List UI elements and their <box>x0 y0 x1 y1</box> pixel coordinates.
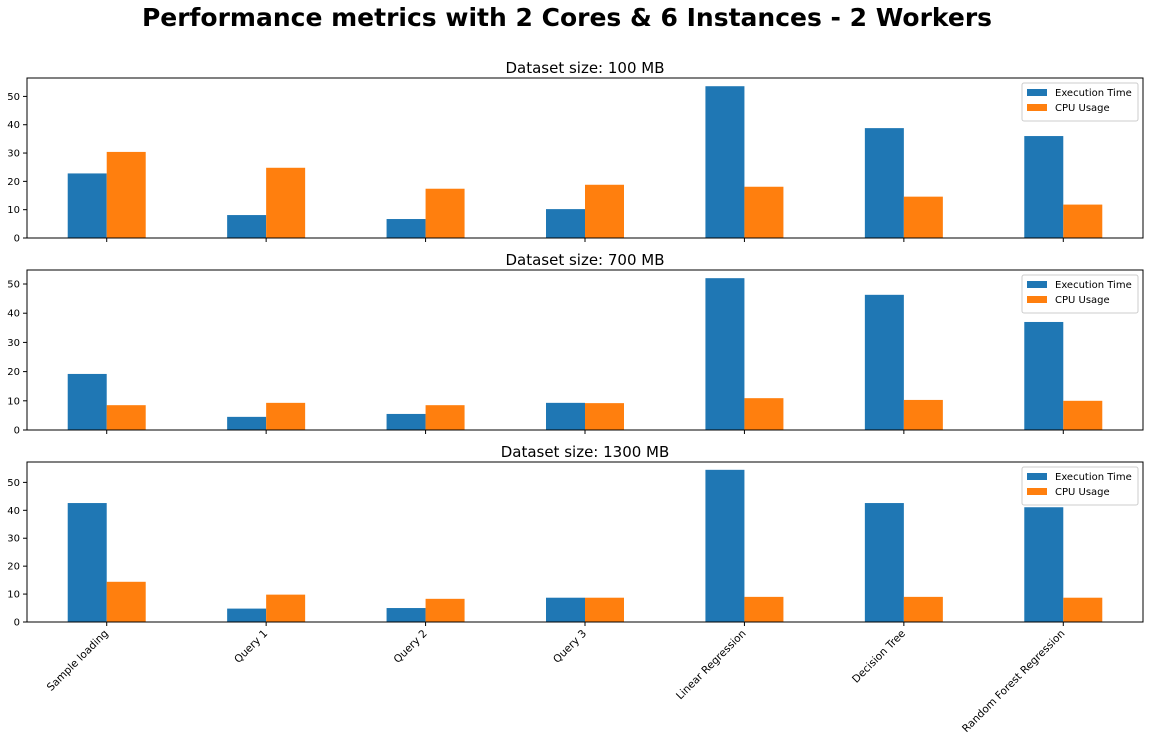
bar-cpu-usage <box>1063 400 1103 430</box>
y-tick-label: 20 <box>7 562 20 573</box>
bar-execution-time <box>546 209 585 238</box>
bar-execution-time <box>67 503 107 622</box>
bar-cpu-usage <box>903 399 943 430</box>
x-tick-label: Query 2 <box>392 628 430 666</box>
bar-execution-time <box>1024 321 1064 430</box>
chart-panel: Dataset size: 100 MB 0 10 20 30 40 50 Execution… <box>7 59 1144 245</box>
figure-title: Performance metrics with 2 Cores & 6 Ins… <box>142 3 992 32</box>
y-tick-label: 10 <box>7 396 20 407</box>
chart-panel: Dataset size: 1300 MB 0 10 20 30 40 50 Sample l… <box>7 443 1144 735</box>
y-tick-label: 40 <box>7 506 20 517</box>
bar-cpu-usage <box>106 405 146 430</box>
legend: Execution Time CPU Usage <box>1021 82 1139 122</box>
bar-execution-time <box>1024 136 1064 238</box>
y-tick-label: 30 <box>7 338 20 349</box>
bar-execution-time <box>864 503 904 622</box>
legend-box <box>1021 466 1139 506</box>
bar-cpu-usage <box>106 151 146 238</box>
y-tick-label: 30 <box>7 149 20 160</box>
y-tick-label: 50 <box>7 280 20 291</box>
y-tick-label: 20 <box>7 367 20 378</box>
y-tick-label: 50 <box>7 478 20 489</box>
y-tick-label: 40 <box>7 120 20 131</box>
legend-label: Execution Time <box>1055 280 1132 291</box>
bar-execution-time <box>227 215 267 238</box>
bar-execution-time <box>1024 507 1064 622</box>
panel-title: Dataset size: 1300 MB <box>501 443 670 461</box>
y-tick-label: 30 <box>7 534 20 545</box>
y-tick-label: 10 <box>7 205 20 216</box>
legend-swatch <box>1027 281 1047 288</box>
bar-cpu-usage <box>744 596 784 622</box>
bar-execution-time <box>67 373 107 430</box>
bar-cpu-usage <box>425 598 465 622</box>
bar-execution-time <box>864 128 904 238</box>
bar-execution-time <box>546 597 585 622</box>
y-tick-label: 0 <box>14 426 20 437</box>
y-tick-label: 50 <box>7 92 20 103</box>
legend: Execution Time CPU Usage <box>1021 466 1139 506</box>
x-tick-label: Decision Tree <box>850 628 908 686</box>
bar-execution-time <box>705 278 745 430</box>
legend-box <box>1021 274 1139 314</box>
bar-execution-time <box>705 86 745 238</box>
bar-cpu-usage <box>585 403 624 430</box>
bar-cpu-usage <box>903 196 943 238</box>
legend-swatch <box>1027 473 1047 480</box>
legend-box <box>1021 82 1139 122</box>
bar-cpu-usage <box>106 581 146 622</box>
legend-swatch <box>1027 296 1047 303</box>
bar-cpu-usage <box>1063 597 1103 622</box>
bar-cpu-usage <box>744 186 784 238</box>
panel-title: Dataset size: 700 MB <box>505 251 664 269</box>
x-tick-label: Linear Regression <box>674 628 749 703</box>
legend: Execution Time CPU Usage <box>1021 274 1139 314</box>
legend-label: CPU Usage <box>1055 295 1110 306</box>
bar-cpu-usage <box>266 594 306 622</box>
bar-execution-time <box>386 219 426 238</box>
bar-cpu-usage <box>266 402 306 430</box>
y-tick-label: 40 <box>7 309 20 320</box>
bar-cpu-usage <box>903 596 943 622</box>
panel-title: Dataset size: 100 MB <box>505 59 664 77</box>
bar-execution-time <box>386 413 426 430</box>
y-tick-label: 20 <box>7 177 20 188</box>
bar-cpu-usage <box>425 188 465 238</box>
x-tick-label: Random Forest Regression <box>960 628 1067 735</box>
bar-cpu-usage <box>585 597 624 622</box>
bar-execution-time <box>864 294 904 430</box>
bar-execution-time <box>546 402 585 430</box>
legend-label: Execution Time <box>1055 472 1132 483</box>
bar-execution-time <box>705 469 745 622</box>
legend-label: Execution Time <box>1055 88 1132 99</box>
bar-cpu-usage <box>585 184 624 238</box>
chart-panel: Dataset size: 700 MB 0 10 20 30 40 50 Execution… <box>7 251 1144 437</box>
bar-cpu-usage <box>425 405 465 430</box>
legend-swatch <box>1027 104 1047 111</box>
x-tick-label: Query 3 <box>551 628 589 666</box>
legend-swatch <box>1027 488 1047 495</box>
bar-execution-time <box>67 173 107 238</box>
bar-cpu-usage <box>744 398 784 430</box>
legend-swatch <box>1027 89 1047 96</box>
legend-label: CPU Usage <box>1055 103 1110 114</box>
y-tick-label: 10 <box>7 590 20 601</box>
y-tick-label: 0 <box>14 618 20 629</box>
bar-execution-time <box>227 608 267 622</box>
x-tick-label: Sample loading <box>45 628 111 694</box>
y-tick-label: 0 <box>14 234 20 245</box>
bar-cpu-usage <box>266 167 306 238</box>
bar-cpu-usage <box>1063 204 1103 238</box>
x-tick-label: Query 1 <box>232 628 270 666</box>
legend-label: CPU Usage <box>1055 487 1110 498</box>
bar-execution-time <box>386 608 426 622</box>
bar-execution-time <box>227 416 267 430</box>
